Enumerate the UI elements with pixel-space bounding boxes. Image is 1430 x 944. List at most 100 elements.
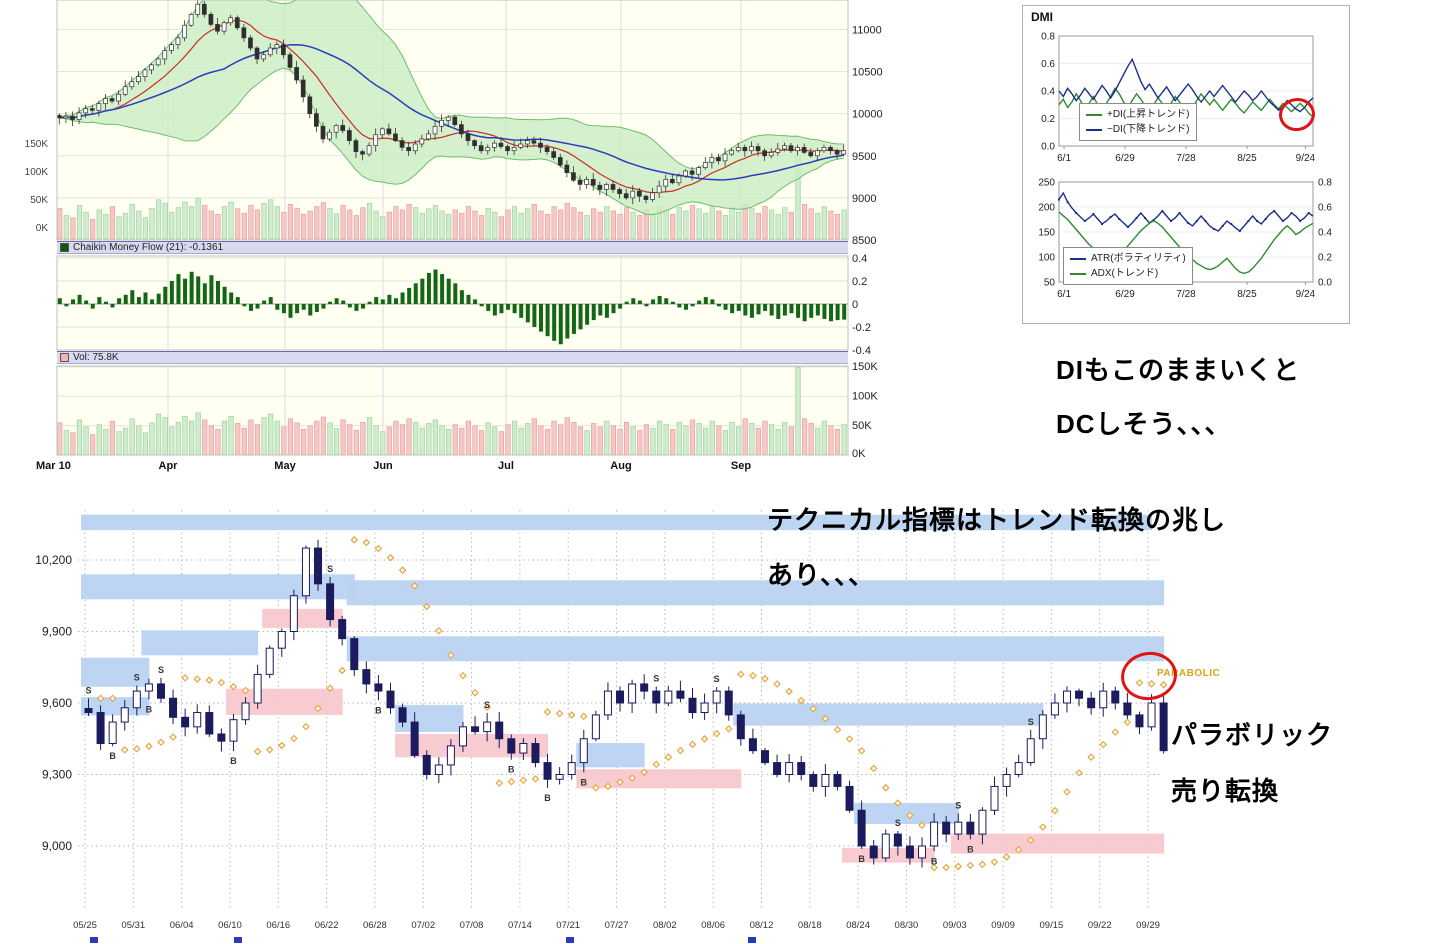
svg-text:7/28: 7/28 xyxy=(1176,289,1196,300)
volume-panel-header: Vol: 75.8K xyxy=(57,351,848,364)
svg-text:06/04: 06/04 xyxy=(170,920,194,931)
svg-text:0.4: 0.4 xyxy=(1041,87,1055,98)
atr-line xyxy=(1058,191,1314,232)
svg-text:S: S xyxy=(484,700,490,710)
svg-text:8500: 8500 xyxy=(852,235,876,247)
candlesticks xyxy=(84,539,1168,868)
svg-text:0.4: 0.4 xyxy=(852,253,867,265)
svg-text:0.8: 0.8 xyxy=(1041,32,1055,43)
svg-text:B: B xyxy=(967,844,974,854)
parabolic-comment-line2: 売り転換 xyxy=(1171,776,1280,806)
atr-label: ATR(ボラティリティ) xyxy=(1091,253,1186,264)
svg-text:50K: 50K xyxy=(30,195,48,206)
svg-text:08/02: 08/02 xyxy=(653,920,677,931)
svg-text:9,300: 9,300 xyxy=(42,768,72,782)
plus-di-line-sample xyxy=(1086,113,1102,116)
svg-text:10,200: 10,200 xyxy=(35,553,72,567)
svg-text:6/1: 6/1 xyxy=(1057,153,1071,164)
svg-text:50: 50 xyxy=(1044,278,1056,289)
svg-text:06/16: 06/16 xyxy=(266,920,290,931)
svg-text:S: S xyxy=(895,818,901,828)
svg-text:0K: 0K xyxy=(36,223,49,234)
candlesticks xyxy=(56,0,847,205)
svg-text:07/27: 07/27 xyxy=(605,920,629,931)
daily-candlestick-chart: S B S B S B S B S B B B S S B S B S B S 10,200 9,900 9,600 9,30… xyxy=(35,510,1168,931)
volume-legend-swatch xyxy=(60,353,69,362)
svg-text:B: B xyxy=(581,777,588,787)
x-axis-labels: Mar 10 Apr May Jun Jul Aug Sep xyxy=(36,460,751,472)
svg-text:S: S xyxy=(134,673,140,683)
svg-text:-0.4: -0.4 xyxy=(852,345,871,357)
cropped-text-mark xyxy=(748,937,756,943)
svg-text:Jul: Jul xyxy=(498,460,514,472)
svg-text:May: May xyxy=(274,460,296,472)
svg-text:S: S xyxy=(714,674,720,684)
legend-row-adx: ADX(トレンド) xyxy=(1070,266,1186,281)
svg-text:0.8: 0.8 xyxy=(1318,178,1332,189)
svg-text:09/29: 09/29 xyxy=(1136,920,1160,931)
svg-text:250: 250 xyxy=(1038,178,1055,189)
svg-text:0.6: 0.6 xyxy=(1041,59,1055,70)
svg-text:08/18: 08/18 xyxy=(798,920,822,931)
svg-text:B: B xyxy=(508,765,515,775)
svg-text:Apr: Apr xyxy=(159,460,179,472)
trend-comment-line1: テクニカル指標はトレンド転換の兆し xyxy=(767,505,1227,535)
svg-text:9/24: 9/24 xyxy=(1296,289,1316,300)
svg-text:08/24: 08/24 xyxy=(846,920,870,931)
svg-text:08/12: 08/12 xyxy=(750,920,774,931)
svg-text:9,600: 9,600 xyxy=(42,696,72,710)
svg-text:150K: 150K xyxy=(852,361,878,373)
dmi-di-chart: 0.8 0.6 0.4 0.2 0.06/1 6/29 7/28 8/25 9/24 xyxy=(1041,32,1315,165)
axis-labels: 11000 10500 10000 9500 9000 8500 150K 100K 50K 0K… xyxy=(25,24,883,460)
svg-text:100: 100 xyxy=(1038,253,1055,264)
svg-text:S: S xyxy=(85,685,91,695)
support-resistance-zones xyxy=(81,514,1165,863)
svg-text:S: S xyxy=(158,665,164,675)
atr-adx-legend: ATR(ボラティリティ) ADX(トレンド) xyxy=(1063,247,1193,285)
svg-text:06/10: 06/10 xyxy=(218,920,242,931)
svg-text:07/14: 07/14 xyxy=(508,920,532,931)
svg-text:9000: 9000 xyxy=(852,193,876,205)
svg-text:10500: 10500 xyxy=(852,67,883,79)
price-axis-labels: 10,200 9,900 9,600 9,300 9,000 xyxy=(35,553,72,853)
svg-text:05/31: 05/31 xyxy=(121,920,145,931)
svg-text:S: S xyxy=(327,564,333,574)
svg-text:B: B xyxy=(230,756,237,766)
date-axis-labels: 05/25 05/31 06/04 06/10 06/16 06/22 06/28 07/02… xyxy=(73,920,1160,931)
parabolic-sar-dots xyxy=(96,536,1168,872)
svg-text:150: 150 xyxy=(1038,228,1055,239)
svg-text:B: B xyxy=(931,856,938,866)
svg-text:07/08: 07/08 xyxy=(460,920,484,931)
dmi-panel: DMI 0.8 0.6 0.4 0.2 0.0 6/1 6/29 7/28 8/25 9/24 +… xyxy=(1022,5,1350,324)
cmf-bars xyxy=(57,269,847,345)
cropped-text-mark xyxy=(566,937,574,943)
svg-text:0.2: 0.2 xyxy=(852,276,867,288)
svg-text:9500: 9500 xyxy=(852,151,876,163)
atr-line-sample xyxy=(1070,257,1086,260)
svg-text:0: 0 xyxy=(852,299,858,311)
volume-overlay-bars xyxy=(57,154,847,240)
legend-row-minus-di: −DI(下降トレンド) xyxy=(1086,122,1190,137)
cropped-text-mark xyxy=(234,937,242,943)
panel-backgrounds xyxy=(57,0,848,455)
svg-text:7/28: 7/28 xyxy=(1176,153,1196,164)
svg-text:100K: 100K xyxy=(25,167,49,178)
moving-averages xyxy=(59,19,844,194)
svg-text:Sep: Sep xyxy=(731,460,751,472)
minus-di-label: −DI(下降トレンド) xyxy=(1107,124,1190,135)
volume-panel-bars xyxy=(57,366,847,456)
svg-text:150K: 150K xyxy=(25,139,49,150)
svg-text:-0.2: -0.2 xyxy=(852,322,871,334)
svg-text:0.2: 0.2 xyxy=(1041,114,1055,125)
svg-text:B: B xyxy=(375,705,382,715)
svg-text:Jun: Jun xyxy=(373,460,393,472)
svg-text:S: S xyxy=(955,800,961,810)
svg-text:6/29: 6/29 xyxy=(1115,153,1135,164)
svg-text:S: S xyxy=(653,674,659,684)
panel-borders xyxy=(56,0,849,456)
svg-text:6/29: 6/29 xyxy=(1115,289,1135,300)
svg-text:S: S xyxy=(1028,717,1034,727)
svg-text:0.4: 0.4 xyxy=(1318,228,1332,239)
cropped-text-mark xyxy=(90,937,98,943)
